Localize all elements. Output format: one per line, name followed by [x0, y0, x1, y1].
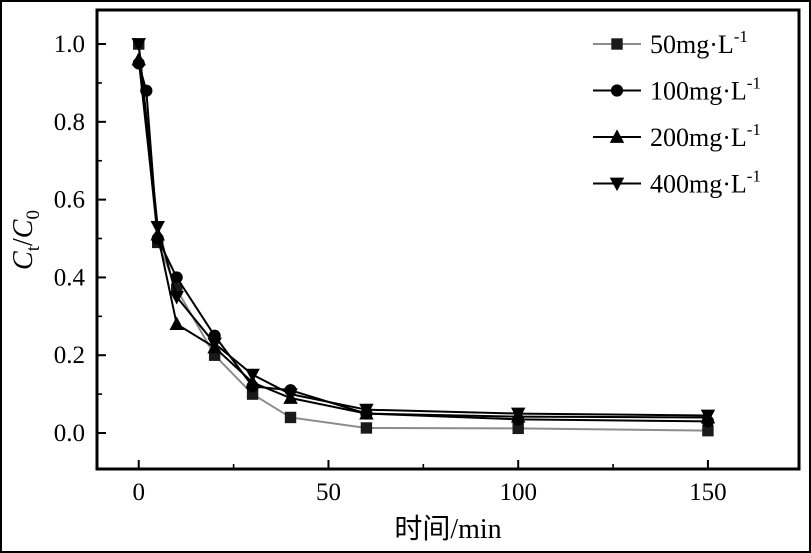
series-400mgL [131, 38, 716, 424]
y-axis-label: Ct/C0 [8, 210, 44, 270]
data-point-marker [169, 290, 184, 305]
legend-label: 100mg·L-1 [650, 74, 761, 106]
y-tick-label: 0.0 [54, 420, 85, 447]
legend-item: 100mg·L-1 [593, 74, 761, 106]
series-100mgL [132, 57, 715, 428]
legend: 50mg·L-1 100mg·L-1 200mg·L-1 400mg·L-1 [593, 27, 761, 199]
data-point-marker [284, 411, 297, 424]
data-point-marker [700, 409, 716, 424]
y-tick-label: 0.8 [54, 109, 85, 136]
data-point-marker [360, 422, 373, 434]
data-point-marker [609, 177, 625, 192]
legend-label: 400mg·L-1 [650, 167, 761, 199]
data-point-marker [283, 388, 298, 402]
series-50mgL [133, 38, 714, 437]
series-200mgL [131, 51, 716, 424]
legend-item: 50mg·L-1 [593, 27, 748, 59]
legend-label: 200mg·L-1 [650, 120, 761, 152]
x-tick-label: 100 [499, 479, 537, 506]
data-point-marker [610, 84, 624, 97]
data-point-marker [611, 38, 623, 50]
x-axis-label: 时间/min [394, 513, 501, 545]
y-tick-label: 0.4 [54, 264, 86, 291]
series-line [137, 43, 708, 432]
data-point-marker [245, 368, 260, 383]
legend-item: 200mg·L-1 [593, 120, 761, 152]
x-tick-label: 150 [689, 479, 727, 506]
data-point-marker [150, 220, 165, 235]
series-line [137, 43, 708, 417]
data-point-marker [609, 129, 625, 143]
data-point-marker [207, 337, 222, 352]
data-point-marker [510, 407, 526, 422]
legend-label: 50mg·L-1 [650, 27, 748, 59]
plot-frame [95, 8, 801, 471]
series-line [137, 63, 708, 423]
y-tick-label: 0.2 [54, 342, 85, 369]
data-point-marker [131, 38, 146, 52]
x-tick-label: 0 [132, 479, 145, 506]
data-point-marker [131, 51, 146, 66]
y-tick-label: 0.6 [54, 187, 85, 214]
data-point-marker [359, 403, 374, 418]
legend-item: 400mg·L-1 [593, 167, 761, 199]
x-tick-label: 50 [316, 479, 341, 506]
data-point-marker [169, 316, 184, 331]
y-tick-label: 1.0 [54, 31, 85, 58]
